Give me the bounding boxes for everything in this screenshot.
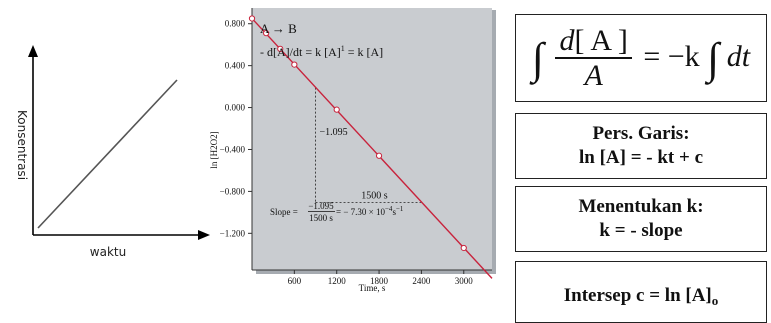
intercept-text: Intersep c = ln [A] [563, 285, 712, 306]
integral-sign-2: ∫ [707, 34, 720, 84]
slope-num: −1.095 [308, 201, 334, 211]
data-point [248, 15, 256, 22]
x-tick-label: 600 [288, 276, 302, 286]
formula-dt: dt [726, 40, 751, 73]
sketch-y-label: Konsentrasi [15, 110, 29, 180]
chart-plot-area [252, 8, 492, 270]
y-tick-label: 0.800 [225, 19, 246, 29]
formula-denominator: A [584, 59, 603, 93]
fit-line [251, 18, 493, 279]
y-axis-label: ln [H2O2] [209, 131, 219, 168]
y-tick-label: −0.400 [220, 144, 246, 154]
integral-formula-box: ∫ d[ A ] A = −k ∫ dt [515, 14, 767, 102]
integral-sign: ∫ [531, 34, 544, 84]
sketch-trend-line [37, 79, 178, 229]
intercept-subscript: o [711, 293, 719, 309]
line-equation: ln [A] = - kt + c [578, 147, 704, 168]
determine-k-equation: k = - slope [599, 220, 683, 241]
slope-prefix: Slope = [270, 207, 298, 217]
x-tick-label: 2400 [412, 276, 431, 286]
annot-run: 1500 s [361, 190, 388, 201]
sketch-y-arrow [28, 45, 38, 57]
y-tick-label: −0.800 [220, 186, 246, 196]
determine-k-box: Menentukan k: k = - slope [515, 186, 767, 252]
line-equation-box: Pers. Garis: ln [A] = - kt + c [515, 113, 767, 179]
data-point [333, 106, 340, 113]
y-tick-label: −1.200 [220, 228, 246, 238]
x-tick-label: 1800 [370, 276, 389, 286]
data-point [263, 30, 270, 37]
concentration-sketch: Konsentrasi waktu [15, 45, 210, 259]
annot-rise: −1.095 [320, 127, 348, 138]
sketch-x-label: waktu [90, 245, 126, 259]
x-tick-label: 3000 [455, 276, 474, 286]
reaction-label: A → B [260, 21, 297, 36]
determine-k-title: Menentukan k: [578, 196, 704, 217]
x-tick-label: 1200 [328, 276, 347, 286]
y-tick-label: 0.000 [225, 103, 246, 113]
ln-concentration-chart: 0.800 0.400 0.000 −0.400 −0.800 −1.200 600 1200… [209, 8, 496, 293]
formula-rhs: = −k [643, 40, 700, 73]
intercept-box: Intersep c = ln [A]o [515, 261, 767, 323]
rate-law-label: - d[A]/dt = k [A]1 = k [A] [260, 44, 383, 59]
slope-result: = − 7.30 × 10−4s−1 [336, 205, 404, 217]
fraction-dA-over-A: d[ A ] A [555, 24, 632, 93]
data-point [460, 244, 467, 252]
sketch-x-arrow [198, 230, 210, 240]
slope-den: 1500 s [309, 213, 333, 223]
x-axis-label: Time, s [359, 283, 386, 293]
line-equation-title: Pers. Garis: [592, 123, 690, 144]
data-point [277, 45, 284, 52]
y-tick-label: 0.400 [225, 61, 246, 71]
formula-d: d [559, 24, 575, 58]
data-point [291, 61, 298, 68]
formula-a-bracket: [ A ] [574, 24, 628, 58]
data-point [375, 152, 383, 159]
